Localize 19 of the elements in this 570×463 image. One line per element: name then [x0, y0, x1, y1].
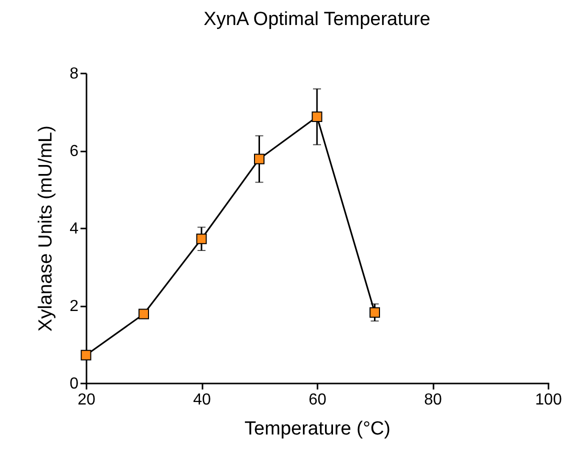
point: [254, 154, 264, 164]
point: [370, 307, 380, 318]
y-tick-label: 4: [70, 220, 79, 238]
y-tick-label: 8: [70, 66, 79, 82]
x-axis-title: Temperature (°C): [244, 418, 390, 440]
x-tick-label: 60: [308, 392, 326, 408]
point: [196, 234, 207, 244]
y-tick-label: 6: [70, 143, 79, 160]
x-tick-label: 100: [535, 392, 562, 408]
x-tick-label: 40: [193, 392, 211, 408]
y-axis-title: Xylanase Units (mU/mL): [36, 126, 57, 332]
y-tick-label: 2: [70, 298, 79, 315]
y-tick-label: 0: [70, 376, 79, 392]
point: [80, 350, 92, 360]
point: [312, 112, 322, 122]
x-tick-label: 80: [424, 392, 442, 408]
x-tick-label: 20: [78, 392, 96, 408]
point: [138, 308, 149, 320]
chart-title: XynA Optimal Temperature: [204, 9, 430, 30]
